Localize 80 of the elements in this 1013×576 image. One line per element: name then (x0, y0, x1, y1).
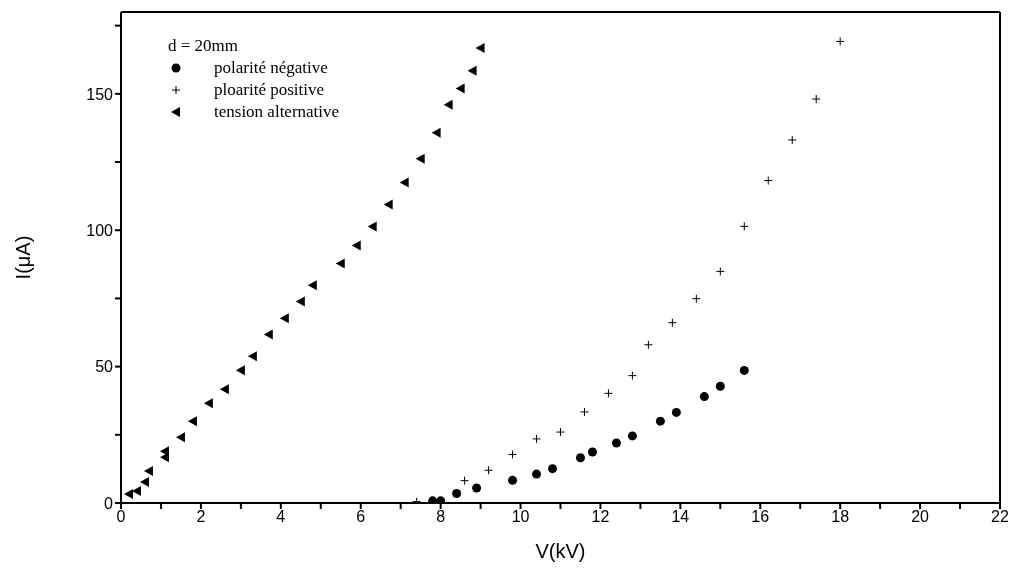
point (548, 464, 558, 474)
legend-label: tension alternative (214, 101, 340, 123)
point (295, 296, 305, 307)
point (699, 392, 709, 402)
y-tick-label: 100 (86, 221, 114, 239)
y-tick-label: 0 (104, 494, 114, 512)
point (715, 381, 725, 391)
point (811, 94, 821, 104)
legend-title: d = 20mm (168, 35, 240, 57)
point (643, 340, 653, 350)
point (739, 365, 749, 375)
point (399, 177, 409, 188)
point (667, 318, 677, 328)
point (603, 388, 613, 398)
point (627, 431, 637, 441)
point (579, 407, 589, 417)
point (787, 135, 797, 145)
point (575, 453, 585, 463)
point (139, 477, 149, 487)
x-tick-label: 18 (831, 508, 850, 526)
y-axis-title: I(μA) (12, 235, 35, 280)
point (484, 465, 494, 475)
point (691, 294, 701, 304)
point (472, 483, 482, 493)
point (532, 469, 542, 479)
y-tick-label: 150 (86, 85, 114, 103)
point (467, 65, 477, 76)
legend-label: ploarité positive (214, 79, 325, 101)
point (187, 416, 197, 427)
x-tick-label: 8 (436, 508, 446, 526)
point (532, 434, 542, 444)
point (739, 221, 749, 231)
point (175, 432, 185, 443)
point (556, 427, 565, 437)
x-tick-label: 20 (911, 508, 930, 526)
point (627, 371, 637, 381)
point (263, 329, 273, 340)
point (247, 351, 257, 362)
legend-label: polarité négative (214, 57, 328, 79)
point (335, 258, 345, 269)
point (415, 153, 425, 164)
x-tick-label: 10 (511, 508, 530, 526)
x-tick-label: 22 (991, 508, 1009, 526)
point (367, 221, 377, 232)
point (219, 384, 229, 395)
x-tick-label: 16 (751, 508, 770, 526)
y-tick-label: 50 (95, 358, 114, 376)
point (235, 365, 245, 376)
point (671, 407, 681, 417)
point (611, 438, 621, 448)
point (436, 496, 446, 503)
point (428, 496, 438, 503)
point (159, 446, 169, 457)
point (452, 488, 462, 498)
point (508, 449, 518, 459)
point (383, 199, 393, 210)
point (715, 266, 725, 276)
point (587, 447, 597, 457)
x-tick-label: 6 (356, 508, 366, 526)
point (203, 398, 213, 409)
x-tick-label: 2 (196, 508, 206, 526)
x-tick-label: 4 (276, 508, 286, 526)
point (143, 466, 153, 477)
point (431, 127, 441, 138)
point (443, 99, 453, 110)
x-axis-title: V(kV) (535, 540, 586, 562)
point (475, 43, 485, 54)
point (455, 83, 465, 94)
point (835, 36, 845, 46)
point (307, 280, 317, 291)
point (508, 475, 518, 485)
x-tick-label: 14 (671, 508, 690, 526)
point (763, 176, 773, 186)
x-tick-label: 0 (116, 508, 126, 526)
x-tick-label: 12 (591, 508, 610, 526)
point (123, 489, 133, 499)
point (460, 476, 470, 486)
point (655, 416, 665, 426)
point (351, 240, 361, 251)
point (279, 313, 289, 324)
